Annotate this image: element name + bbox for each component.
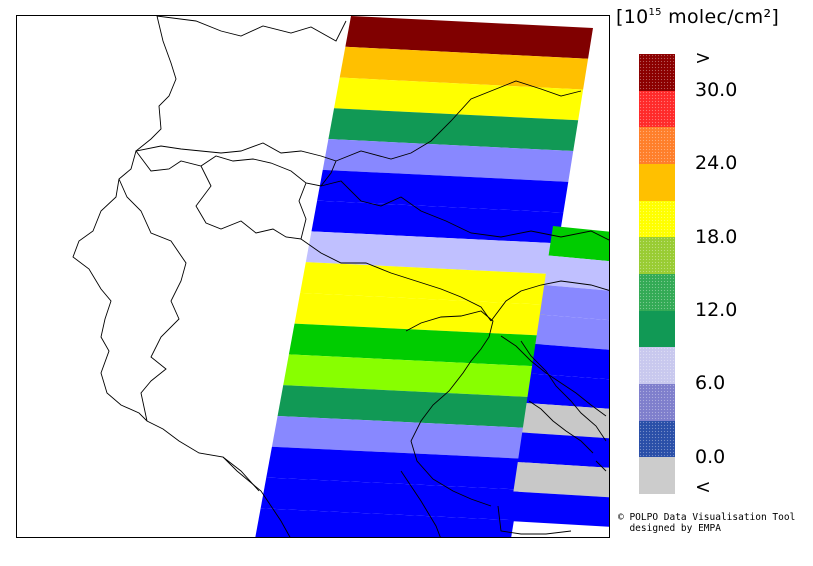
legend-label: 24.0 (695, 152, 738, 174)
legend-swatch (639, 200, 675, 238)
border-france (72, 16, 260, 492)
legend-label: 30.0 (695, 79, 738, 101)
swath-band-east (544, 255, 609, 291)
swath-band (294, 292, 549, 336)
legend-swatch (639, 457, 675, 494)
swath-band (255, 508, 514, 537)
swath-band-east (531, 344, 609, 380)
swath-band (271, 415, 529, 459)
credits-line-2: designed by EMPA (618, 523, 721, 534)
legend-label: 0.0 (695, 446, 726, 468)
credits: © POLPO Data Visualisation Tool designed… (618, 512, 795, 534)
satellite-swath-east (509, 226, 609, 527)
swath-band-east (539, 285, 609, 321)
swath-band (260, 477, 519, 521)
swath-band (283, 354, 539, 398)
legend-swatch (639, 237, 675, 274)
swath-band (277, 385, 534, 428)
swath-band (317, 169, 569, 213)
legend-label: 18.0 (695, 226, 738, 248)
swath-band-east (513, 462, 609, 498)
swath-band-east (522, 403, 609, 439)
legend-label: < (695, 476, 711, 498)
swath-band (334, 77, 584, 121)
swath-band (305, 231, 559, 275)
legend-title: [1015 molec/cm²] (616, 6, 780, 28)
swath-band (339, 46, 589, 90)
coast-adriatic (405, 310, 494, 507)
border-slovenia (490, 280, 609, 322)
legend-swatch (639, 347, 675, 384)
legend-swatch (639, 90, 675, 128)
satellite-swath (255, 16, 593, 537)
legend-swatch (639, 420, 675, 458)
border-italy (118, 178, 187, 422)
swath-band (266, 446, 524, 490)
border-croatia (500, 335, 607, 417)
swath-band-east (517, 432, 609, 468)
legend-label: 6.0 (695, 372, 726, 394)
swath-band (328, 108, 579, 152)
swath-band (322, 139, 574, 182)
color-legend (639, 54, 675, 494)
country-borders (72, 16, 609, 537)
swath-band (311, 200, 564, 244)
credits-line-1: © POLPO Data Visualisation Tool (618, 512, 796, 523)
legend-label: > (695, 47, 711, 69)
border-switzerland (135, 142, 337, 187)
legend-swatch (639, 54, 675, 91)
swath-band (300, 262, 554, 305)
border-germany (156, 16, 347, 42)
swath-band-east (548, 226, 609, 262)
legend-swatch (639, 273, 675, 311)
border-austria (335, 80, 582, 162)
map-canvas[interactable] (17, 16, 610, 538)
map-panel[interactable] (16, 15, 610, 538)
border-italy-south (222, 456, 291, 537)
legend-swatch (639, 163, 675, 201)
legend-swatch (639, 127, 675, 164)
swath-band (288, 323, 544, 367)
legend-swatch (639, 310, 675, 348)
swath-band-east (526, 373, 609, 409)
swath-band (345, 16, 593, 59)
legend-label: 12.0 (695, 299, 738, 321)
swath-band-east (509, 491, 609, 527)
swath-band-east (535, 314, 609, 350)
legend-swatch (639, 383, 675, 421)
